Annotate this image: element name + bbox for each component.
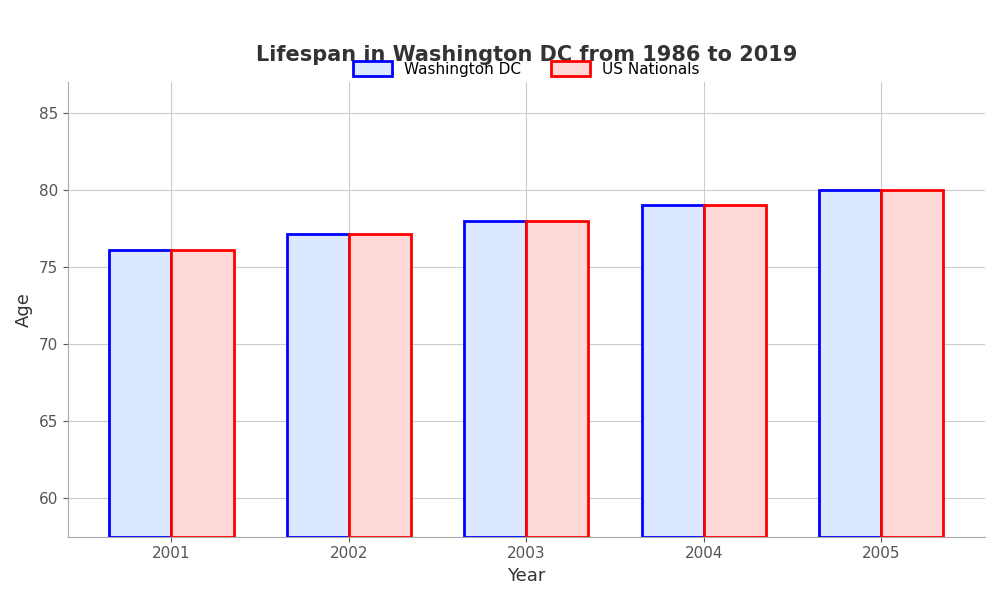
Y-axis label: Age: Age [15, 292, 33, 327]
Bar [642, 205, 704, 537]
Bar [464, 221, 526, 537]
Bar [171, 250, 234, 537]
Legend: Washington DC, US Nationals: Washington DC, US Nationals [346, 53, 707, 85]
Bar [881, 190, 943, 537]
Bar [109, 250, 171, 537]
Bar [704, 205, 766, 537]
Bar [819, 190, 881, 537]
X-axis label: Year: Year [507, 567, 546, 585]
Bar [526, 221, 588, 537]
Bar [349, 235, 411, 537]
Title: Lifespan in Washington DC from 1986 to 2019: Lifespan in Washington DC from 1986 to 2… [256, 45, 797, 65]
Bar [287, 235, 349, 537]
